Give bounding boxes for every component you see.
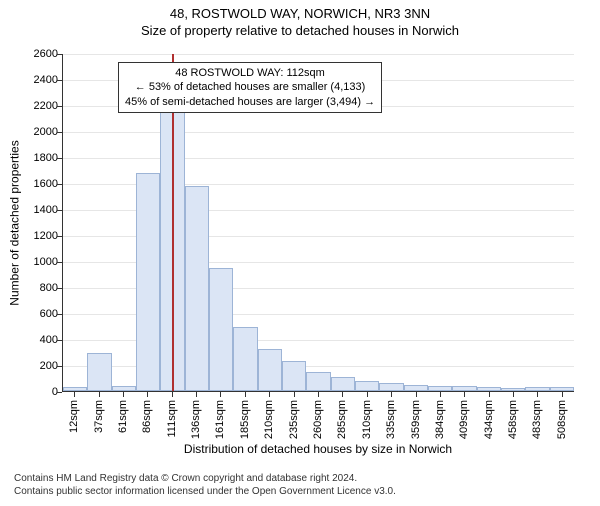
histogram-bar [355, 381, 379, 391]
histogram-bar [233, 327, 257, 391]
x-tick-label: 86sqm [141, 400, 153, 433]
x-tick-label: 335sqm [385, 400, 397, 439]
x-tick-label: 409sqm [458, 400, 470, 439]
y-tick-label: 0 [8, 386, 58, 398]
x-tick-mark [367, 392, 368, 397]
y-tick-label: 1800 [8, 152, 58, 164]
histogram-bar [112, 386, 136, 391]
y-tick-label: 2000 [8, 126, 58, 138]
y-tick-label: 2200 [8, 100, 58, 112]
histogram-bar [477, 387, 501, 391]
histogram-bar [525, 387, 549, 391]
chart-container: 48, ROSTWOLD WAY, NORWICH, NR3 3NN Size … [0, 6, 600, 506]
y-tick-label: 400 [8, 334, 58, 346]
histogram-bar [379, 383, 403, 391]
x-tick-label: 310sqm [361, 400, 373, 439]
x-tick-label: 235sqm [288, 400, 300, 439]
x-tick-label: 359sqm [410, 400, 422, 439]
x-tick-label: 136sqm [190, 400, 202, 439]
x-tick-mark [269, 392, 270, 397]
x-tick-label: 161sqm [214, 400, 226, 439]
x-tick-mark [537, 392, 538, 397]
x-tick-mark [245, 392, 246, 397]
x-tick-mark [74, 392, 75, 397]
x-tick-label: 285sqm [336, 400, 348, 439]
y-axis-ticks: 0200400600800100012001400160018002000220… [0, 54, 62, 392]
x-tick-mark [391, 392, 392, 397]
x-tick-mark [220, 392, 221, 397]
x-tick-label: 185sqm [239, 400, 251, 439]
x-tick-mark [99, 392, 100, 397]
x-tick-mark [416, 392, 417, 397]
y-tick-label: 200 [8, 360, 58, 372]
x-tick-mark [294, 392, 295, 397]
y-tick-label: 1400 [8, 204, 58, 216]
x-tick-label: 61sqm [117, 400, 129, 433]
x-tick-label: 12sqm [68, 400, 80, 433]
x-tick-label: 483sqm [531, 400, 543, 439]
histogram-bar [501, 388, 525, 391]
histogram-bar [185, 186, 209, 391]
x-tick-mark [172, 392, 173, 397]
histogram-bar [428, 386, 452, 391]
footer-line-2: Contains public sector information licen… [14, 486, 396, 499]
y-tick-label: 600 [8, 308, 58, 320]
x-tick-mark [196, 392, 197, 397]
x-tick-label: 37sqm [93, 400, 105, 433]
annotation-box: 48 ROSTWOLD WAY: 112sqm ← 53% of detache… [118, 62, 382, 113]
x-tick-mark [342, 392, 343, 397]
histogram-bar [87, 353, 111, 391]
x-tick-label: 458sqm [507, 400, 519, 439]
x-tick-mark [464, 392, 465, 397]
annotation-line-3: 45% of semi-detached houses are larger (… [125, 95, 375, 109]
x-tick-mark [123, 392, 124, 397]
x-tick-label: 260sqm [312, 400, 324, 439]
chart-title-sub: Size of property relative to detached ho… [0, 23, 600, 38]
y-tick-label: 1200 [8, 230, 58, 242]
x-tick-mark [440, 392, 441, 397]
chart-title-main: 48, ROSTWOLD WAY, NORWICH, NR3 3NN [0, 6, 600, 21]
footer-attribution: Contains HM Land Registry data © Crown c… [14, 473, 396, 498]
histogram-bar [282, 361, 306, 391]
footer-line-1: Contains HM Land Registry data © Crown c… [14, 473, 396, 486]
y-tick-label: 1000 [8, 256, 58, 268]
histogram-bar [306, 372, 330, 392]
x-tick-mark [489, 392, 490, 397]
y-tick-label: 800 [8, 282, 58, 294]
x-tick-mark [562, 392, 563, 397]
histogram-bar [258, 349, 282, 391]
x-tick-label: 434sqm [483, 400, 495, 439]
x-tick-label: 210sqm [263, 400, 275, 439]
x-tick-mark [318, 392, 319, 397]
plot-area: 48 ROSTWOLD WAY: 112sqm ← 53% of detache… [62, 54, 574, 392]
histogram-bar [136, 173, 160, 391]
x-tick-mark [513, 392, 514, 397]
annotation-line-2: ← 53% of detached houses are smaller (4,… [125, 80, 375, 94]
y-tick-label: 2600 [8, 48, 58, 60]
x-tick-mark [147, 392, 148, 397]
x-tick-label: 111sqm [166, 400, 178, 438]
y-tick-label: 2400 [8, 74, 58, 86]
histogram-bar [452, 386, 476, 391]
x-tick-label: 384sqm [434, 400, 446, 439]
y-tick-label: 1600 [8, 178, 58, 190]
histogram-bar [550, 387, 574, 391]
histogram-bar [63, 387, 87, 391]
x-axis-label: Distribution of detached houses by size … [62, 442, 574, 456]
annotation-line-1: 48 ROSTWOLD WAY: 112sqm [125, 66, 375, 80]
histogram-bar [404, 385, 428, 391]
histogram-bar [331, 377, 355, 391]
histogram-bar [209, 268, 233, 392]
x-tick-label: 508sqm [556, 400, 568, 439]
